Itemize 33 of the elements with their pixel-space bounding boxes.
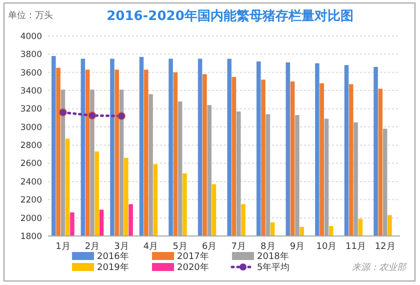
- x-tick-label: 12月: [374, 242, 396, 252]
- legend-label: 2020年: [177, 262, 209, 274]
- y-tick-label: 2200: [20, 196, 42, 206]
- y-tick-label: 2600: [20, 159, 42, 170]
- x-tick-label: 9月: [290, 242, 305, 252]
- y-tick-label: 3600: [20, 68, 42, 78]
- y-tick-label: 3000: [20, 122, 42, 133]
- x-tick-label: 3月: [114, 242, 129, 252]
- x-tick-label: 1月: [56, 242, 70, 252]
- legend-label: 2019年: [97, 262, 129, 274]
- source-note: 来源：农业部: [352, 262, 407, 273]
- x-tick-label: 8月: [260, 242, 276, 252]
- x-tick-label: 10月: [316, 242, 337, 252]
- legend-label: 2016年: [97, 251, 129, 262]
- y-tick-label: 1800: [20, 232, 42, 242]
- x-tick-label: 5月: [172, 242, 188, 252]
- x-tick-label: 2月: [84, 242, 100, 252]
- y-axis-title: 单位：万头: [8, 10, 53, 21]
- y-tick-label: 3800: [20, 50, 42, 60]
- y-tick-label: 3400: [20, 86, 42, 97]
- legend-label: 2018年: [257, 251, 289, 262]
- y-tick-label: 2000: [20, 214, 42, 224]
- chart-title: 2016-2020年国内能繁母猪存栏量对比图: [106, 8, 354, 24]
- x-tick-label: 4月: [143, 242, 158, 252]
- y-tick-label: 4000: [20, 32, 42, 42]
- legend-label: 2017年: [177, 251, 209, 262]
- x-tick-label: 11月: [346, 242, 366, 252]
- y-tick-label: 2400: [20, 177, 42, 188]
- legend-label: 5年平均: [257, 262, 290, 274]
- x-tick-label: 7月: [231, 242, 246, 252]
- y-tick-label: 2800: [20, 141, 42, 152]
- x-tick-label: 6月: [202, 242, 217, 252]
- y-tick-label: 3200: [20, 104, 42, 115]
